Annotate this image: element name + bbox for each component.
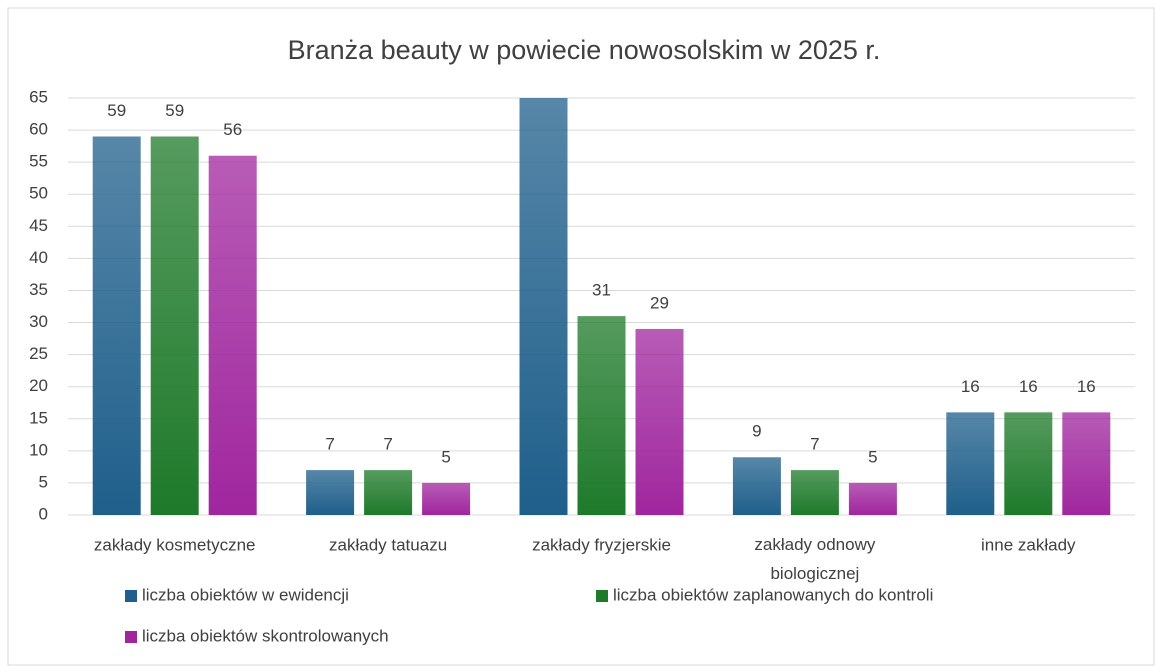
data-label: 5 xyxy=(441,447,450,466)
bar xyxy=(306,470,355,515)
data-label: 59 xyxy=(107,101,126,120)
data-label: 56 xyxy=(223,120,242,139)
data-label: 16 xyxy=(1019,377,1038,396)
y-tick-label: 35 xyxy=(29,280,48,299)
legend-label: liczba obiektów w ewidencji xyxy=(142,585,349,604)
data-label: 29 xyxy=(650,293,669,312)
y-tick-label: 55 xyxy=(29,152,48,171)
chart-title: Branża beauty w powiecie nowosolskim w 2… xyxy=(288,35,881,65)
legend-swatch xyxy=(125,590,137,602)
bar xyxy=(848,482,897,515)
data-label: 31 xyxy=(592,281,611,300)
data-label: 7 xyxy=(325,435,334,454)
x-tick-label: zakłady odnowy biologicznej xyxy=(754,535,875,583)
legend-swatch xyxy=(125,631,137,643)
y-tick-label: 15 xyxy=(29,408,48,427)
data-label: 16 xyxy=(1077,377,1096,396)
bar xyxy=(422,482,471,515)
y-tick-label: 5 xyxy=(39,472,48,491)
bar xyxy=(519,98,568,515)
y-tick-label: 45 xyxy=(29,216,48,235)
y-tick-label: 10 xyxy=(29,440,48,459)
bar xyxy=(946,412,995,515)
bar xyxy=(1062,412,1111,515)
y-tick-label: 65 xyxy=(29,87,48,106)
data-label: 7 xyxy=(383,435,392,454)
y-tick-label: 0 xyxy=(39,504,48,523)
bar xyxy=(635,328,684,515)
y-tick-label: 50 xyxy=(29,184,48,203)
bar xyxy=(1004,412,1053,515)
data-label: 5 xyxy=(868,447,877,466)
x-tick-label: inne zakłady xyxy=(981,535,1076,554)
y-tick-label: 40 xyxy=(29,248,48,267)
legend-label: liczba obiektów zaplanowanych do kontrol… xyxy=(613,585,933,604)
bar xyxy=(150,136,199,515)
y-tick-label: 30 xyxy=(29,312,48,331)
x-tick-label: zakłady fryzjerskie xyxy=(532,535,671,554)
y-tick-label: 20 xyxy=(29,376,48,395)
y-tick-label: 60 xyxy=(29,120,48,139)
data-label: 7 xyxy=(810,435,819,454)
x-tick-label: zakłady kosmetyczne xyxy=(94,535,256,554)
bar xyxy=(577,316,626,515)
y-tick-label: 25 xyxy=(29,344,48,363)
bar xyxy=(790,470,839,515)
bars xyxy=(92,98,1111,515)
x-tick-label: zakłady tatuazu xyxy=(329,535,447,554)
data-label: 16 xyxy=(961,377,980,396)
legend-swatch xyxy=(596,590,608,602)
legend-label: liczba obiektów skontrolowanych xyxy=(142,626,389,645)
bar xyxy=(92,136,141,515)
bar xyxy=(732,457,781,515)
data-label: 59 xyxy=(165,101,184,120)
data-label: 9 xyxy=(752,422,761,441)
bar xyxy=(364,470,413,515)
bar xyxy=(208,155,257,515)
